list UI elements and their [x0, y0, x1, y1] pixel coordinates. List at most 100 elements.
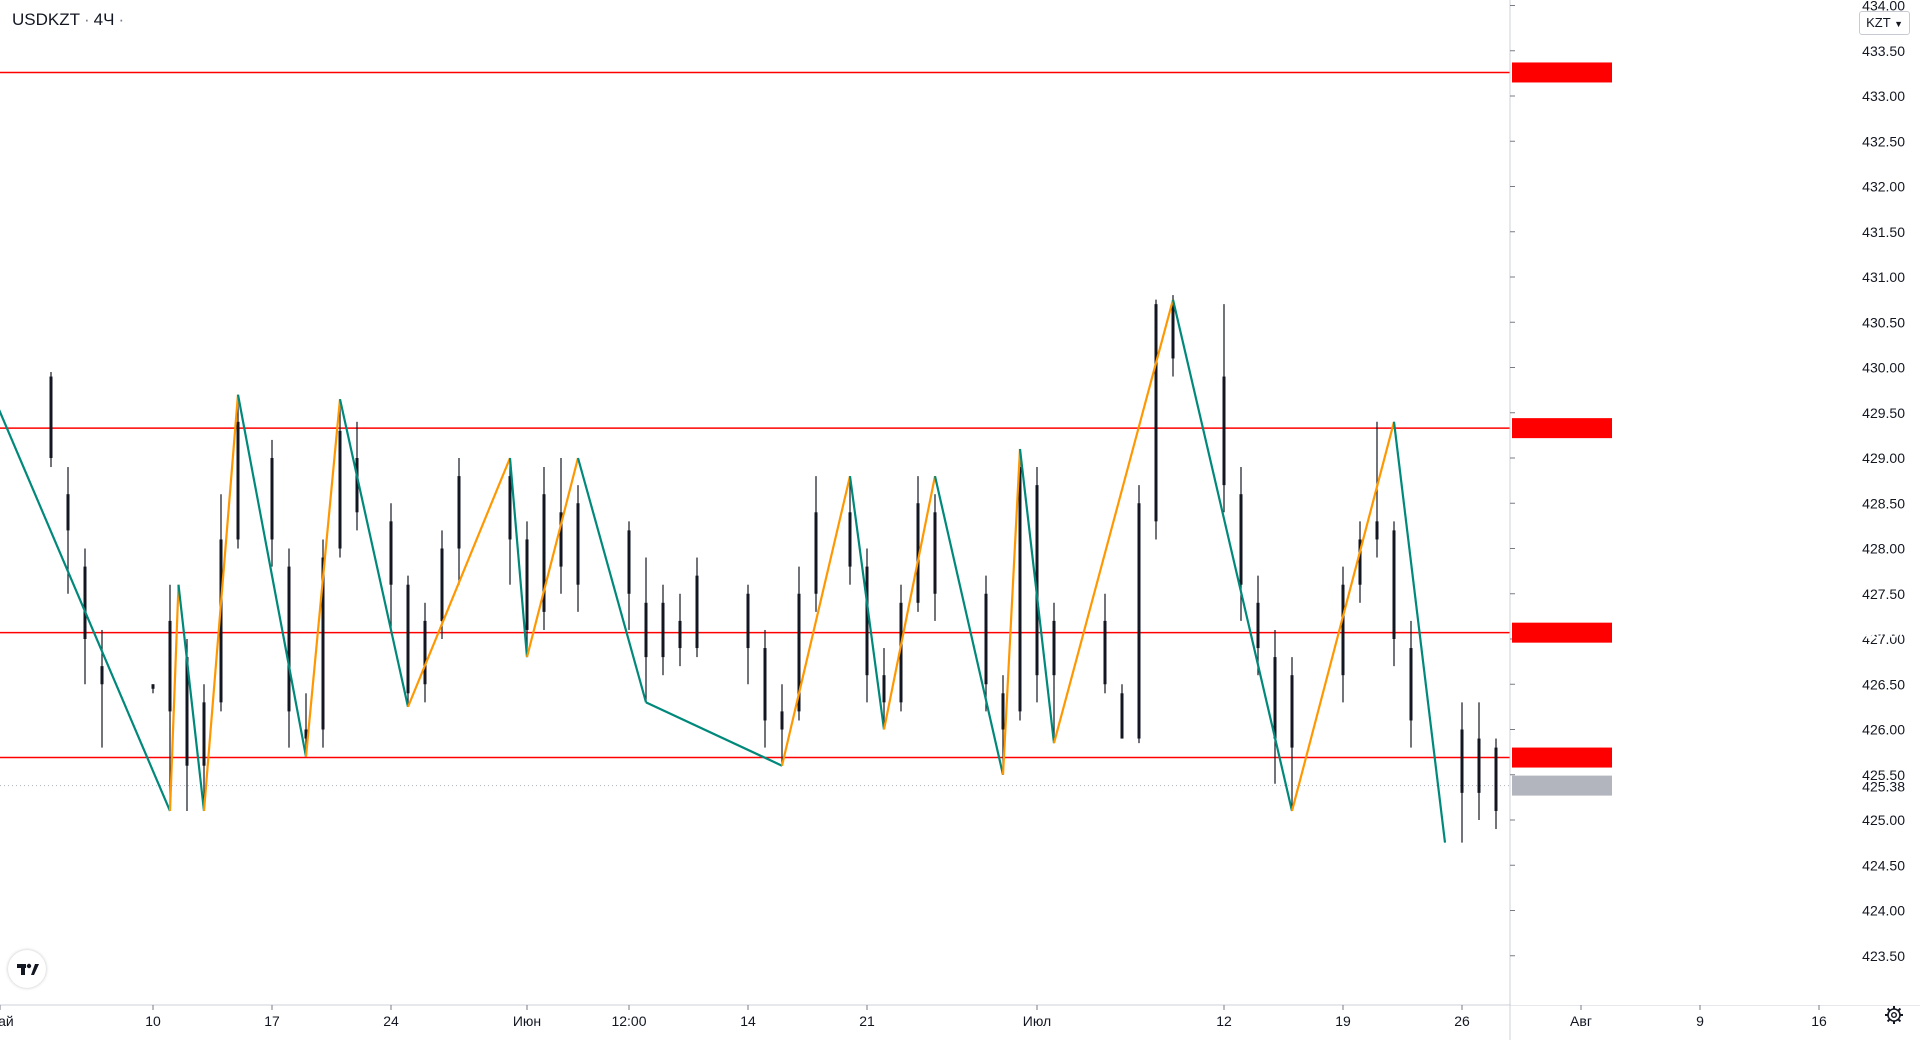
- y-tick-label: 430.50: [1862, 314, 1905, 330]
- candle-body: [576, 503, 580, 585]
- x-tick-label: 16: [1811, 1013, 1827, 1029]
- level-price-badge-text: 425.69: [1862, 751, 1905, 767]
- candle-body: [627, 530, 631, 594]
- candle-body: [1477, 738, 1481, 793]
- zigzag-down-segment: [645, 701, 783, 767]
- y-tick-label: 426.00: [1862, 722, 1905, 738]
- candle-body: [423, 620, 427, 685]
- zigzag-up-segment: [780, 475, 852, 766]
- y-tick-label: 432.50: [1862, 133, 1905, 149]
- y-tick-label: 431.50: [1862, 224, 1905, 240]
- currency-select[interactable]: KZT ▼: [1859, 11, 1910, 35]
- candle-body: [916, 503, 920, 603]
- zigzag-down-segment: [1392, 421, 1447, 843]
- x-tick-label: 24: [383, 1013, 399, 1029]
- zigzag-up-segment: [1052, 299, 1175, 744]
- interval-label: 4Ч: [93, 10, 115, 29]
- zigzag-up-segment: [882, 475, 937, 730]
- candle-body: [168, 620, 172, 712]
- y-tick-label: 430.00: [1862, 360, 1905, 376]
- level-price-badge-text: 429.33: [1862, 421, 1905, 437]
- candle-body: [780, 711, 784, 730]
- candle-body: [1120, 693, 1124, 739]
- level-price-badge: [1512, 418, 1612, 439]
- candle-body: [899, 602, 903, 703]
- candle-body: [1460, 729, 1464, 793]
- y-tick-label: 425.50: [1862, 767, 1905, 783]
- zigzag-up-segment: [202, 394, 240, 812]
- x-tick-label: 12: [1216, 1013, 1232, 1029]
- zigzag-down-segment: [933, 475, 1005, 775]
- y-tick-label: 425.00: [1862, 812, 1905, 828]
- gear-icon[interactable]: [1884, 1005, 1904, 1025]
- symbol-name: USDKZT: [12, 10, 80, 29]
- candle-body: [848, 512, 852, 567]
- currency-label: KZT: [1866, 15, 1891, 30]
- level-price-badge-text: 433.26: [1862, 65, 1905, 81]
- candle-body: [49, 376, 53, 458]
- level-price-badge: [1512, 62, 1612, 83]
- price-axis-bg: [1511, 0, 1920, 1005]
- zigzag-up-segment: [1001, 448, 1022, 775]
- candle-body: [83, 566, 87, 639]
- candle-body: [1256, 602, 1260, 649]
- zigzag-up-segment: [1290, 421, 1396, 812]
- candle-body: [1375, 521, 1379, 540]
- candle-body: [338, 430, 342, 549]
- x-tick-label: 9: [1696, 1013, 1704, 1029]
- y-tick-label: 424.50: [1862, 857, 1905, 873]
- y-tick-label: 433.00: [1862, 88, 1905, 104]
- zigzag-down-segment: [338, 398, 410, 708]
- zigzag-indicator: [0, 299, 1447, 843]
- y-tick-label: 431.00: [1862, 269, 1905, 285]
- candle-body: [1239, 494, 1243, 585]
- candle-body: [440, 548, 444, 621]
- y-tick-label: 428.50: [1862, 495, 1905, 511]
- y-tick-label: 433.50: [1862, 43, 1905, 59]
- candle-body: [1494, 747, 1498, 811]
- tradingview-logo-icon[interactable]: [8, 950, 46, 988]
- y-tick-label: 427.50: [1862, 586, 1905, 602]
- candle-body: [797, 593, 801, 712]
- y-tick-label: 424.00: [1862, 903, 1905, 919]
- level-price-badge: [1512, 622, 1612, 643]
- candle-body: [1171, 304, 1175, 359]
- candle-body: [1154, 304, 1158, 522]
- y-tick-label: 432.00: [1862, 179, 1905, 195]
- candle-body: [508, 476, 512, 540]
- y-tick-label: 434.00: [1862, 0, 1905, 14]
- candle-body: [1358, 539, 1362, 585]
- candle-body: [457, 476, 461, 549]
- candle-body: [406, 584, 410, 694]
- zigzag-up-segment: [168, 584, 180, 811]
- candle-body: [814, 512, 818, 594]
- candle-body: [1137, 503, 1141, 739]
- chevron-down-icon: ▼: [1894, 19, 1903, 29]
- last-price-badge-text: 425.38: [1862, 779, 1905, 795]
- candle-body: [1001, 693, 1005, 730]
- candle-body: [763, 648, 767, 721]
- x-tick-label: 17: [264, 1013, 280, 1029]
- zigzag-up-segment: [304, 399, 342, 757]
- y-tick-label: 426.50: [1862, 676, 1905, 692]
- zigzag-down-segment: [0, 409, 172, 812]
- y-tick-label: 428.00: [1862, 541, 1905, 557]
- candle-body: [559, 512, 563, 567]
- candle-body: [219, 539, 223, 703]
- candle-body: [1273, 657, 1277, 739]
- x-tick-label: Май: [0, 1013, 14, 1029]
- candle-body: [1018, 467, 1022, 712]
- candle-body: [1409, 648, 1413, 721]
- candle-body: [1103, 620, 1107, 685]
- y-tick-label: 423.50: [1862, 948, 1905, 964]
- y-tick-label: 429.50: [1862, 405, 1905, 421]
- x-tick-label: 19: [1335, 1013, 1351, 1029]
- x-tick-label: 14: [740, 1013, 756, 1029]
- level-price-badge: [1512, 747, 1612, 768]
- symbol-title[interactable]: USDKZT · 4Ч ·: [12, 10, 125, 29]
- candle-body: [321, 557, 325, 730]
- candle-body: [661, 602, 665, 658]
- candle-body: [1222, 376, 1226, 486]
- candle-body: [100, 666, 104, 685]
